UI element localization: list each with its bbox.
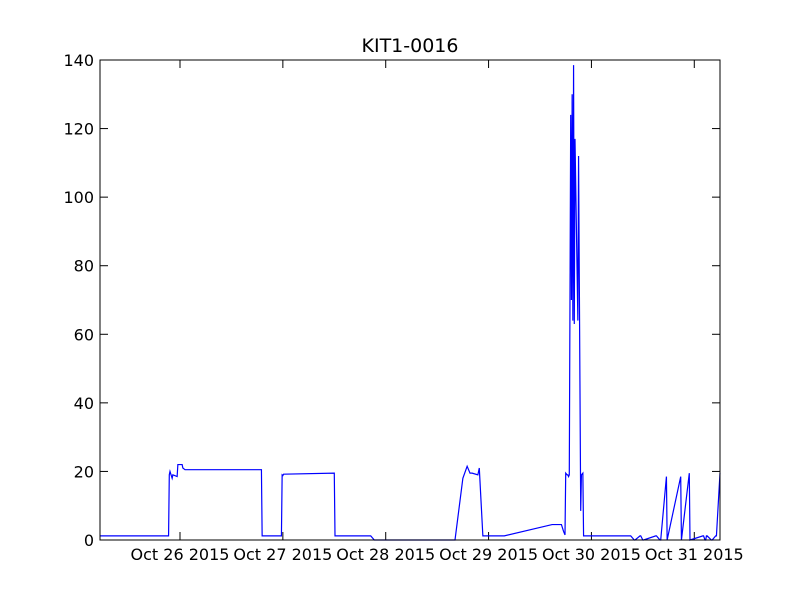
- series-layer: [100, 65, 721, 541]
- y-tick-label: 120: [63, 120, 94, 139]
- plot-frame: [99, 59, 721, 541]
- series-line: [100, 65, 721, 541]
- y-tick-label: 140: [63, 51, 94, 70]
- x-tick-label: Oct 30 2015: [542, 545, 641, 564]
- y-tick-label: 20: [74, 462, 94, 481]
- x-tick-label: Oct 26 2015: [131, 545, 230, 564]
- y-tick-label: 60: [74, 325, 94, 344]
- x-tick-label: Oct 29 2015: [439, 545, 538, 564]
- y-tick-label: 80: [74, 257, 94, 276]
- y-tick-label: 100: [63, 188, 94, 207]
- x-tick-label: Oct 31 2015: [645, 545, 744, 564]
- y-axis: 0 20 40 60 80 100 120 140: [63, 51, 720, 550]
- x-tick-label: Oct 28 2015: [336, 545, 435, 564]
- chart-title: KIT1-0016: [362, 35, 459, 57]
- x-tick-label: Oct 27 2015: [233, 545, 332, 564]
- x-axis: Oct 26 2015 Oct 27 2015 Oct 28 2015 Oct 29 …: [131, 60, 744, 564]
- y-tick-label: 40: [74, 394, 94, 413]
- y-tick-label: 0: [84, 531, 94, 550]
